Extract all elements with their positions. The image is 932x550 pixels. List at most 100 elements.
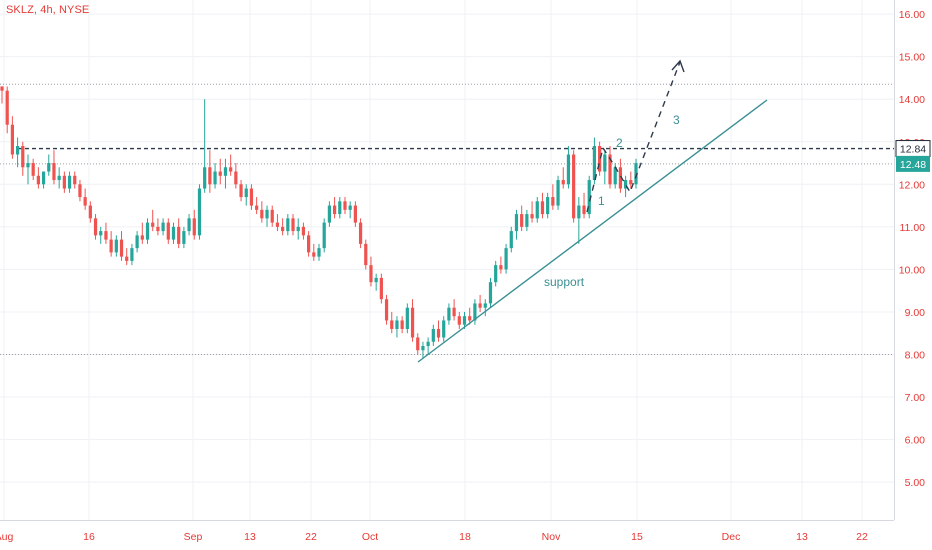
support-trendline[interactable] [417, 99, 768, 363]
candle[interactable] [317, 243, 321, 261]
candle[interactable] [577, 197, 581, 244]
candle[interactable] [332, 197, 337, 219]
last-price-tag[interactable]: 12.48 [896, 155, 930, 172]
candle[interactable] [171, 222, 176, 244]
candle[interactable] [488, 277, 493, 308]
candle[interactable] [203, 99, 207, 193]
candle[interactable] [566, 146, 571, 189]
candle[interactable] [47, 154, 51, 176]
candle[interactable] [67, 171, 72, 193]
candle[interactable] [192, 209, 196, 240]
candle[interactable] [151, 209, 155, 232]
candle[interactable] [468, 307, 472, 325]
candle[interactable] [556, 175, 560, 210]
candle[interactable] [587, 175, 591, 219]
candle[interactable] [322, 218, 326, 253]
candle[interactable] [379, 273, 383, 304]
candle[interactable] [535, 197, 539, 223]
candle[interactable] [281, 218, 285, 236]
candle[interactable] [104, 222, 108, 244]
candle[interactable] [452, 299, 456, 321]
candle[interactable] [187, 214, 191, 236]
candle[interactable] [166, 218, 170, 244]
candle[interactable] [457, 311, 461, 329]
candle[interactable] [509, 226, 513, 253]
candle[interactable] [218, 158, 222, 185]
candle[interactable] [296, 218, 300, 240]
candle[interactable] [603, 150, 607, 185]
candle[interactable] [390, 311, 394, 334]
candle[interactable] [291, 214, 295, 236]
time-axis[interactable]: Aug 16 Sep 13 22 Oct 18 Nov 15 Dec 13 22 [0, 520, 894, 544]
candle[interactable] [239, 180, 243, 202]
candle[interactable] [213, 163, 217, 189]
candle[interactable] [358, 218, 363, 249]
candle[interactable] [5, 86, 9, 134]
candle[interactable] [125, 248, 129, 266]
candle[interactable] [405, 303, 409, 334]
candle[interactable] [73, 171, 77, 189]
candle[interactable] [623, 175, 628, 198]
candle[interactable] [15, 137, 20, 168]
candle[interactable] [400, 316, 404, 334]
candle[interactable] [634, 158, 638, 189]
candle[interactable] [410, 299, 415, 342]
candle[interactable] [416, 333, 420, 355]
candle[interactable] [161, 218, 165, 236]
candle[interactable] [306, 231, 311, 257]
candle[interactable] [36, 167, 40, 189]
candle[interactable] [312, 243, 316, 261]
candle[interactable] [177, 218, 181, 249]
candle[interactable] [426, 337, 430, 355]
candle[interactable] [182, 226, 186, 249]
candle[interactable] [93, 214, 98, 240]
candle[interactable] [249, 184, 254, 210]
candle[interactable] [582, 192, 586, 219]
candle[interactable] [197, 184, 202, 240]
candle[interactable] [301, 222, 306, 240]
candle[interactable] [286, 214, 290, 236]
candle[interactable] [229, 154, 233, 176]
price-axis[interactable]: 5.006.007.008.009.0010.0011.0012.0013.00… [894, 0, 931, 520]
candle[interactable] [478, 294, 482, 312]
candlestick-series[interactable] [0, 86, 638, 359]
candle[interactable] [21, 141, 25, 176]
candle[interactable] [135, 231, 139, 253]
candle[interactable] [26, 154, 30, 185]
candle[interactable] [130, 243, 134, 266]
candle[interactable] [348, 201, 352, 219]
candle[interactable] [608, 146, 612, 189]
candle[interactable] [10, 116, 15, 159]
candle[interactable] [265, 205, 269, 227]
candle[interactable] [145, 218, 150, 244]
candle[interactable] [255, 197, 259, 215]
candle[interactable] [343, 197, 347, 215]
candle[interactable] [618, 158, 623, 193]
candle[interactable] [0, 86, 4, 104]
candle[interactable] [208, 150, 212, 193]
candle[interactable] [442, 316, 446, 342]
candle[interactable] [338, 197, 342, 219]
candle[interactable] [447, 303, 451, 325]
chart-drawings[interactable]: support 1 2 3 [417, 59, 768, 363]
candle[interactable] [514, 209, 519, 240]
candle[interactable] [275, 214, 280, 232]
candle[interactable] [546, 192, 550, 219]
candle[interactable] [530, 201, 534, 223]
candle[interactable] [494, 260, 498, 287]
level-price-tag[interactable]: 12.84 [895, 140, 931, 158]
candle[interactable] [561, 167, 565, 189]
candle[interactable] [431, 324, 435, 346]
candle[interactable] [520, 205, 524, 232]
candle[interactable] [52, 150, 56, 185]
candle[interactable] [483, 299, 487, 317]
candle[interactable] [119, 231, 124, 261]
candle[interactable] [109, 231, 113, 257]
candle[interactable] [384, 294, 389, 325]
candle[interactable] [353, 201, 357, 227]
candle[interactable] [78, 180, 82, 202]
candle[interactable] [540, 192, 545, 219]
candle[interactable] [41, 171, 46, 189]
candle[interactable] [572, 150, 576, 223]
